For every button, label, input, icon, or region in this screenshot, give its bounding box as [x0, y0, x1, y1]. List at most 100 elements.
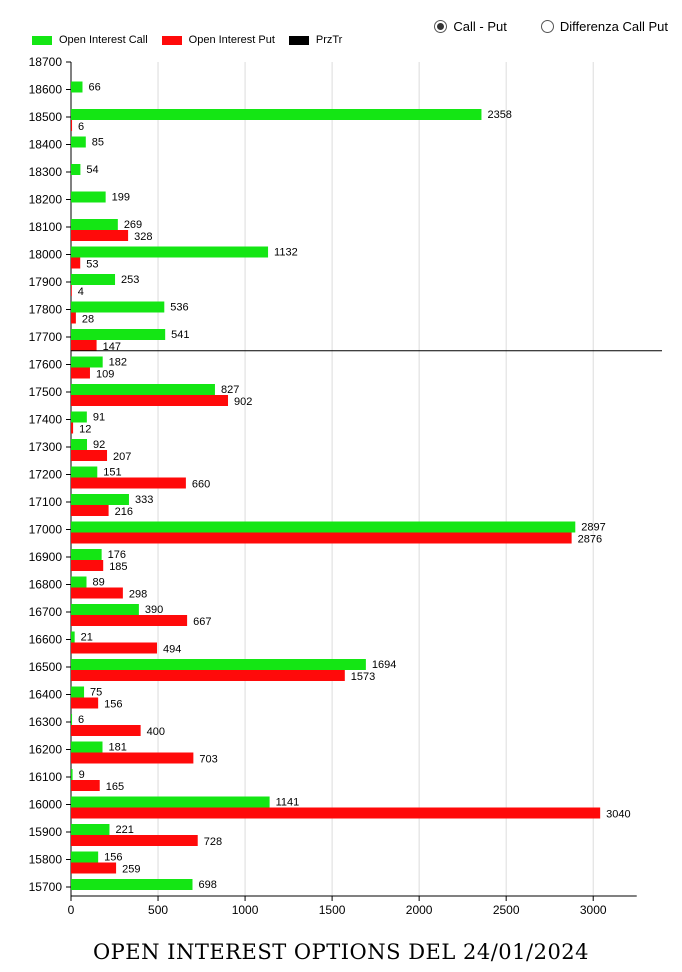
call-value-label: 6 [78, 714, 84, 726]
put-bar [71, 367, 90, 379]
put-value-label: 494 [163, 644, 181, 656]
call-value-label: 176 [108, 549, 126, 561]
call-bar [71, 521, 576, 533]
put-value-label: 216 [115, 506, 133, 518]
x-tick-label: 2500 [493, 903, 520, 917]
call-value-label: 151 [103, 467, 121, 479]
call-bar [71, 136, 86, 148]
y-tick-label: 17700 [29, 330, 63, 344]
y-tick-label: 18500 [29, 110, 63, 124]
put-value-label: 165 [106, 781, 124, 793]
call-value-label: 1694 [372, 659, 396, 671]
y-tick-label: 16200 [29, 743, 63, 757]
put-bar [71, 725, 141, 736]
chart-legend: Open Interest Call Open Interest Put Prz… [32, 34, 356, 46]
legend-swatch-put [161, 35, 182, 45]
call-value-label: 536 [170, 302, 188, 314]
put-bar [71, 587, 123, 599]
call-bar [71, 329, 166, 340]
legend-item-put: Open Interest Put [161, 34, 275, 46]
put-bar [71, 422, 74, 434]
put-bar [71, 285, 72, 296]
legend-swatch-prztr [288, 35, 309, 45]
put-bar [71, 560, 104, 571]
y-tick-label: 17200 [29, 468, 63, 482]
call-bar [71, 109, 482, 120]
call-value-label: 333 [135, 494, 153, 506]
legend-swatch-call [32, 35, 52, 45]
call-bar [71, 274, 116, 285]
call-bar [71, 246, 269, 258]
x-tick-label: 2000 [406, 903, 433, 917]
diff-call-put-radio[interactable]: Differenza Call Put [540, 19, 668, 34]
call-value-label: 92 [93, 439, 105, 451]
x-tick-label: 1500 [319, 903, 346, 917]
call-bar [71, 411, 87, 423]
call-value-label: 181 [109, 742, 127, 754]
call-bar [71, 439, 88, 450]
call-value-label: 541 [171, 329, 189, 341]
put-value-label: 6 [78, 121, 84, 133]
call-value-label: 21 [81, 632, 93, 644]
radio-circle-icon[interactable] [434, 20, 448, 33]
view-mode-radio-group: Call - Put Differenza Call Put [400, 19, 668, 34]
put-bar [71, 450, 108, 461]
put-bar [71, 752, 194, 764]
y-tick-label: 17500 [29, 385, 63, 399]
put-value-label: 259 [122, 864, 140, 876]
put-value-label: 328 [134, 231, 152, 243]
put-value-label: 156 [104, 699, 122, 711]
call-bar [71, 796, 270, 808]
y-tick-label: 16800 [29, 578, 63, 592]
call-put-radio[interactable]: Call - Put [434, 19, 507, 34]
y-tick-label: 17400 [29, 413, 63, 427]
put-value-label: 728 [204, 836, 222, 848]
call-bar [71, 494, 129, 505]
y-tick-label: 18200 [29, 193, 63, 207]
call-value-label: 182 [109, 357, 127, 369]
diff-call-put-radio-label[interactable]: Differenza Call Put [559, 19, 668, 34]
y-tick-label: 16400 [29, 688, 63, 702]
legend-label-call: Open Interest Call [59, 34, 148, 46]
call-bar [71, 576, 87, 588]
put-bar [71, 780, 100, 791]
y-tick-label: 17900 [29, 275, 63, 289]
put-value-label: 400 [147, 726, 165, 738]
legend-label-prztr: PrzTr [315, 34, 343, 46]
call-bar [71, 384, 215, 395]
y-tick-label: 15700 [29, 880, 63, 894]
put-bar [71, 532, 572, 544]
put-value-label: 207 [113, 451, 131, 463]
call-value-label: 827 [221, 384, 239, 396]
y-tick-label: 16000 [29, 798, 63, 812]
call-value-label: 2358 [487, 109, 511, 121]
put-bar [71, 120, 73, 131]
call-value-label: 54 [86, 164, 98, 176]
put-value-label: 53 [86, 259, 98, 271]
call-bar [71, 466, 98, 478]
y-tick-label: 16500 [29, 660, 63, 674]
legend-label-put: Open Interest Put [188, 34, 275, 46]
put-value-label: 28 [82, 314, 94, 326]
call-bar [71, 769, 73, 780]
x-tick-label: 3000 [580, 903, 607, 917]
y-tick-label: 15900 [29, 825, 63, 839]
radio-circle-icon[interactable] [540, 20, 554, 33]
call-put-radio-label[interactable]: Call - Put [453, 19, 507, 34]
call-value-label: 199 [112, 192, 130, 204]
call-value-label: 1141 [276, 797, 300, 809]
y-tick-label: 18000 [29, 248, 63, 262]
call-bar [71, 356, 103, 368]
y-tick-label: 17000 [29, 523, 63, 537]
call-bar [71, 686, 85, 698]
put-bar [71, 807, 601, 819]
y-tick-label: 16100 [29, 770, 63, 784]
call-value-label: 75 [90, 687, 102, 699]
y-tick-label: 17600 [29, 358, 63, 372]
call-bar [71, 604, 139, 615]
put-value-label: 298 [129, 589, 147, 601]
call-bar [71, 741, 103, 753]
chart-title: OPEN INTEREST OPTIONS DEL 24/01/2024 [92, 940, 590, 964]
call-value-label: 85 [92, 137, 104, 149]
put-value-label: 1573 [351, 671, 375, 683]
